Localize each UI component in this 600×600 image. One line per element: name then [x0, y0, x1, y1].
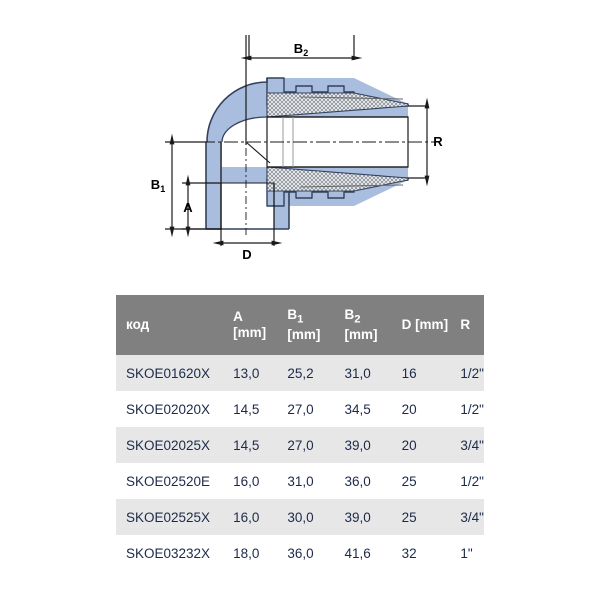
svg-text:B2: B2 [294, 41, 308, 58]
svg-text:A: A [183, 200, 193, 215]
svg-text:R: R [433, 134, 443, 149]
svg-text:D: D [242, 247, 251, 262]
svg-text:B1: B1 [151, 177, 165, 194]
